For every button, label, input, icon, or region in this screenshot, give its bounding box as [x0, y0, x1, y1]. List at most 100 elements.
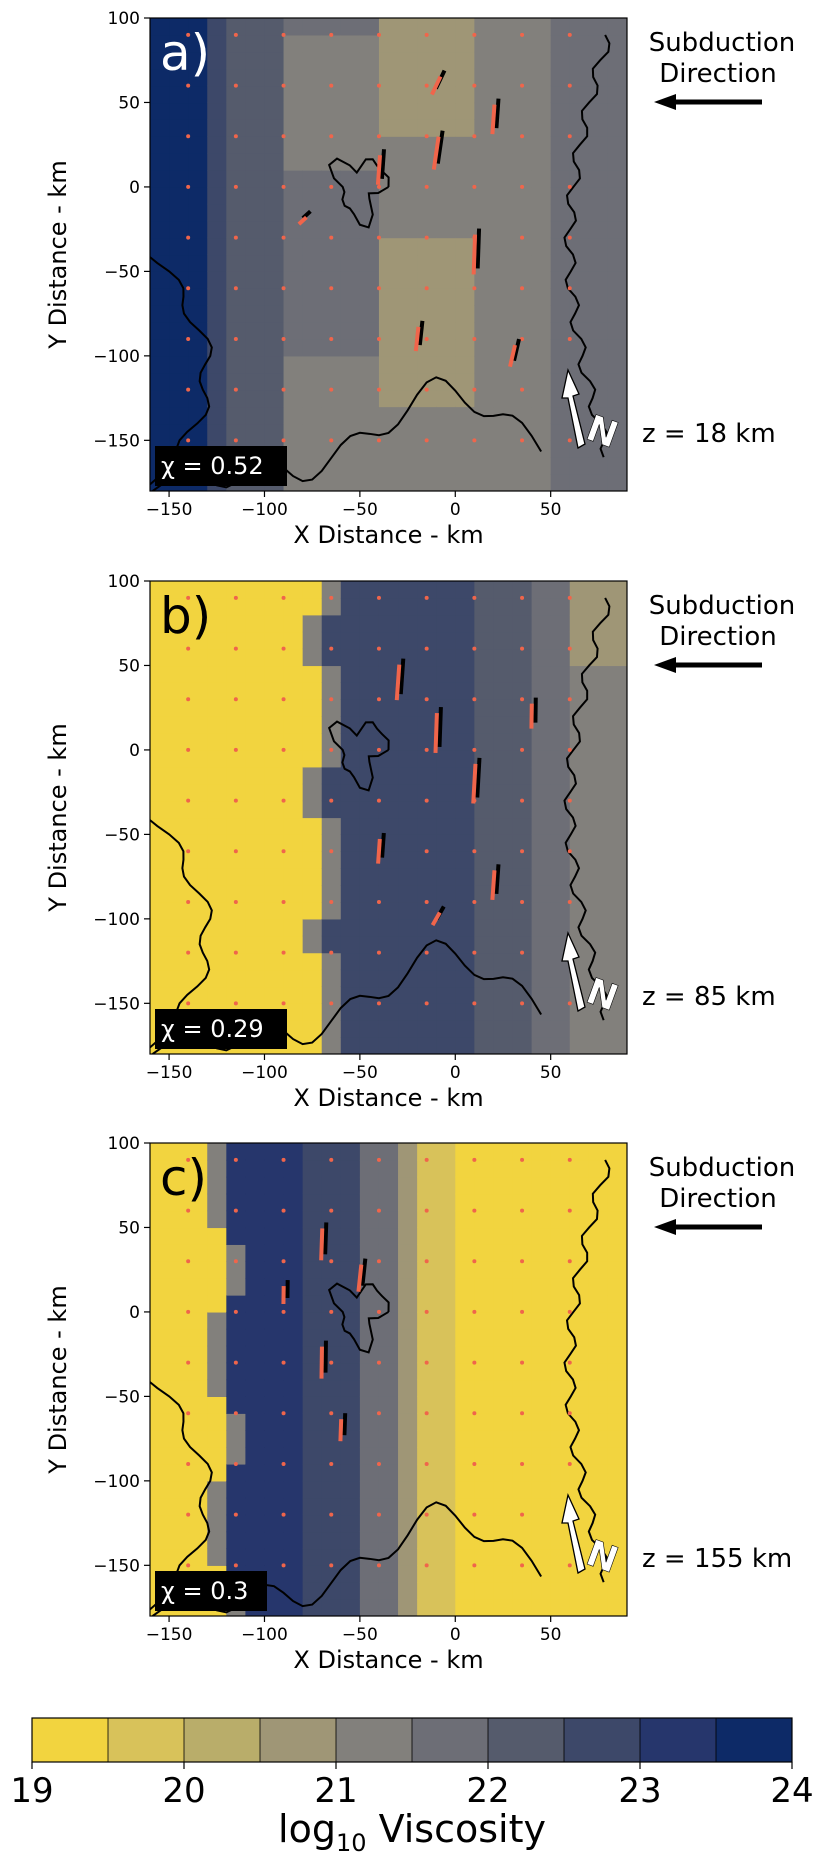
field-cell: [436, 1430, 456, 1448]
field-cell: [398, 783, 418, 802]
field-cell: [264, 1413, 285, 1431]
field-cell: [436, 648, 456, 667]
field-cell: [398, 749, 418, 768]
field-cell: [359, 1020, 380, 1038]
field-cell: [512, 868, 533, 886]
station-dot: [376, 950, 381, 955]
field-cell: [359, 766, 380, 785]
field-cell: [436, 969, 456, 988]
field-cell: [188, 716, 208, 734]
field-cell: [417, 1480, 437, 1499]
subduction-label-line1: Subduction: [649, 591, 796, 621]
field-cell: [378, 389, 399, 408]
field-cell: [245, 102, 266, 120]
station-dot: [567, 1360, 572, 1365]
field-cell: [417, 1278, 437, 1296]
field-cell: [607, 800, 627, 819]
field-cell: [512, 1037, 533, 1054]
field-cell: [398, 918, 418, 937]
field-cell: [378, 935, 399, 954]
field-cell: [493, 474, 514, 491]
field-cell: [436, 783, 456, 802]
field-cell: [474, 1480, 495, 1499]
field-cell: [264, 1480, 285, 1499]
field-cell: [264, 901, 285, 920]
station-dot: [567, 646, 572, 651]
field-cell: [607, 305, 627, 323]
field-cell: [188, 1345, 208, 1364]
station-dot: [472, 83, 477, 88]
field-cell: [207, 51, 227, 70]
station-dot: [329, 336, 334, 341]
field-cell: [321, 682, 342, 700]
station-dot: [472, 1360, 477, 1365]
station-dot: [472, 646, 477, 651]
field-cell: [436, 406, 456, 425]
field-cell: [455, 51, 475, 70]
field-cell: [188, 1379, 208, 1397]
field-cell: [188, 1227, 208, 1245]
field-cell: [417, 220, 437, 239]
field-cell: [321, 355, 342, 374]
station-dot: [186, 1259, 191, 1264]
station-dot: [281, 286, 286, 291]
y-tick-label: −150: [93, 431, 140, 451]
field-cell: [340, 1565, 361, 1583]
field-cell: [359, 1210, 380, 1229]
field-cell: [188, 851, 208, 869]
field-cell: [207, 1514, 227, 1533]
field-cell: [169, 220, 189, 239]
field-cell: [493, 901, 514, 920]
field-cell: [302, 1003, 323, 1021]
field-cell: [264, 186, 285, 205]
field-cell: [226, 986, 246, 1004]
field-cell: [378, 338, 399, 357]
station-dot: [329, 1259, 334, 1264]
field-cell: [302, 34, 323, 53]
field-cell: [264, 597, 285, 616]
field-cell: [417, 1599, 437, 1616]
field-cell: [226, 119, 246, 137]
field-cell: [264, 1396, 285, 1414]
field-cell: [378, 68, 399, 87]
field-cell: [493, 68, 514, 87]
field-cell: [302, 102, 323, 120]
field-cell: [607, 153, 627, 171]
field-cell: [245, 1176, 266, 1195]
field-cell: [150, 372, 170, 391]
field-cell: [417, 186, 437, 205]
station-dot: [233, 1157, 238, 1162]
field-cell: [340, 631, 361, 650]
field-cell: [283, 34, 304, 53]
field-cell: [359, 1227, 380, 1245]
chi-label: χ = 0.52: [161, 452, 264, 480]
field-cell: [512, 406, 533, 425]
field-cell: [283, 254, 304, 272]
field-cell: [150, 170, 170, 188]
field-cell: [436, 800, 456, 819]
field-cell: [512, 372, 533, 391]
field-cell: [436, 1244, 456, 1262]
field-cell: [569, 1328, 590, 1347]
field-cell: [588, 665, 609, 683]
field-cell: [569, 766, 590, 785]
field-cell: [378, 648, 399, 667]
field-cell: [512, 220, 533, 239]
field-cell: [340, 254, 361, 272]
field-cell: [417, 1531, 437, 1550]
field-cell: [207, 1261, 227, 1279]
field-cell: [226, 665, 246, 683]
station-dot: [233, 1309, 238, 1314]
station-dot: [281, 646, 286, 651]
field-cell: [436, 85, 456, 104]
field-cell: [493, 1548, 514, 1566]
field-cell: [436, 834, 456, 852]
field-cell: [531, 766, 552, 785]
field-cell: [150, 1311, 170, 1330]
field-cell: [436, 1176, 456, 1195]
field-cell: [531, 901, 552, 920]
field-cell: [264, 322, 285, 340]
field-cell: [455, 1227, 475, 1245]
field-cell: [340, 34, 361, 53]
field-cell: [550, 901, 571, 920]
